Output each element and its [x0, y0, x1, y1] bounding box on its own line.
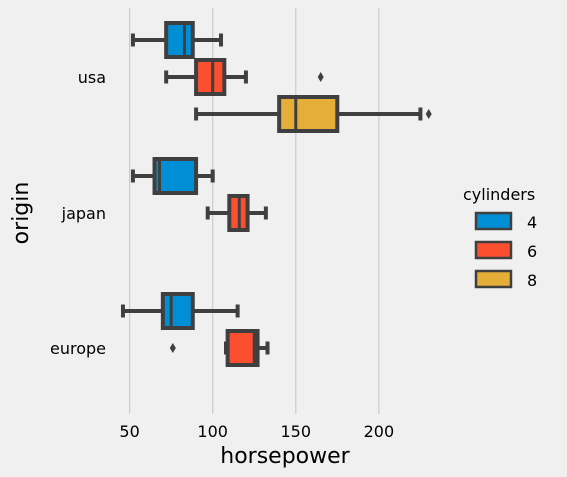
box-iqr: [152, 157, 199, 195]
box-iqr: [194, 58, 227, 96]
legend-title: cylinders: [463, 185, 535, 204]
box-iqr: [277, 95, 340, 133]
x-tick-label: 150: [281, 422, 312, 441]
x-axis-label: horsepower: [220, 444, 350, 469]
y-tick-label: usa: [78, 68, 106, 87]
y-tick-label: europe: [50, 339, 106, 358]
x-tick-label: 200: [364, 422, 395, 441]
outlier-point: [317, 72, 324, 82]
box-japan-4: [130, 157, 215, 195]
legend-swatch: [474, 211, 513, 231]
legend: cylinders 4 6 8: [463, 185, 537, 290]
x-tick-label: 100: [197, 422, 228, 441]
box-japan-6: [205, 194, 268, 232]
box-plot-area: [120, 21, 432, 367]
legend-swatch: [474, 269, 513, 289]
box-iqr: [164, 21, 195, 59]
box-europe-4: [120, 292, 240, 330]
x-tick-label: 50: [119, 422, 139, 441]
legend-label: 6: [527, 242, 537, 261]
x-axis-ticks: 50 100 150 200: [119, 422, 394, 441]
box-iqr: [160, 292, 195, 330]
outlier-point: [425, 109, 432, 119]
y-axis-ticks: usa japan europe: [50, 68, 106, 358]
box-usa-4: [130, 21, 224, 59]
box-usa-6: [164, 58, 324, 96]
legend-swatch: [474, 240, 513, 260]
outlier-point: [169, 343, 176, 353]
box-europe-6: [169, 329, 270, 367]
box-iqr: [225, 329, 260, 367]
legend-label: 4: [527, 213, 537, 232]
legend-label: 8: [527, 271, 537, 290]
box-usa-8: [194, 95, 432, 133]
y-axis-label: origin: [9, 182, 34, 245]
y-tick-label: japan: [61, 204, 106, 223]
